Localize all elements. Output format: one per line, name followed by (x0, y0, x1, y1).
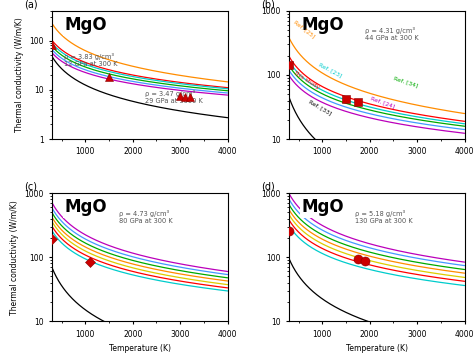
Text: Ref. [25]: Ref. [25] (292, 20, 315, 39)
Text: Ref. [23]: Ref. [23] (318, 62, 342, 78)
X-axis label: Temperature (K): Temperature (K) (346, 344, 408, 353)
X-axis label: Temperature (K): Temperature (K) (109, 344, 171, 353)
Text: This study: This study (292, 70, 320, 90)
Text: (c): (c) (24, 182, 37, 192)
Y-axis label: Thermal conductivity (W/m/K): Thermal conductivity (W/m/K) (10, 200, 19, 314)
Text: ρ = 4.73 g/cm³
80 GPa at 300 K: ρ = 4.73 g/cm³ 80 GPa at 300 K (118, 210, 172, 224)
Text: MgO: MgO (301, 198, 344, 216)
Text: (a): (a) (24, 0, 38, 9)
Text: (b): (b) (261, 0, 275, 9)
Text: Ref. [34]: Ref. [34] (393, 76, 419, 88)
Text: ρ = 5.18 g/cm³
130 GPa at 300 K: ρ = 5.18 g/cm³ 130 GPa at 300 K (356, 210, 413, 224)
Text: MgO: MgO (64, 16, 107, 34)
Text: ρ = 3.47 g/cm³
29 GPa at 3000 K: ρ = 3.47 g/cm³ 29 GPa at 3000 K (145, 90, 202, 104)
Text: ρ = 4.31 g/cm³
44 GPa at 300 K: ρ = 4.31 g/cm³ 44 GPa at 300 K (365, 27, 419, 42)
Text: Ref. [33]: Ref. [33] (308, 99, 332, 116)
Y-axis label: Thermal conductivity (W/m/K): Thermal conductivity (W/m/K) (15, 18, 24, 132)
Text: MgO: MgO (64, 198, 107, 216)
Text: Ref. [24]: Ref. [24] (370, 95, 395, 109)
Text: MgO: MgO (301, 16, 344, 34)
Text: ρ = 3.83 g/cm³
12 GPa at 300 K: ρ = 3.83 g/cm³ 12 GPa at 300 K (64, 53, 118, 67)
Text: (d): (d) (261, 182, 275, 192)
